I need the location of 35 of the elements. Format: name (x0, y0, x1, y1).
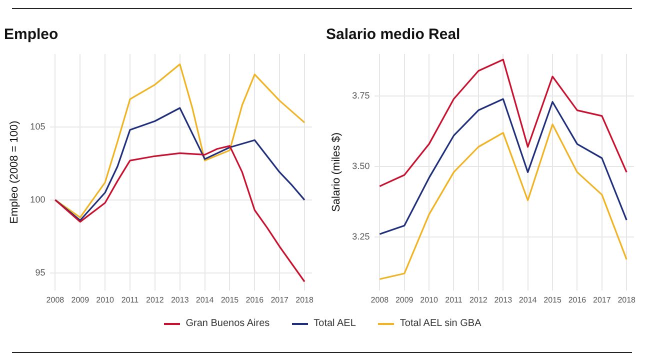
legend-label: Total AEL sin GBA (400, 318, 482, 329)
x-tick-label: 2013 (494, 295, 513, 304)
y-tick-label: 100 (30, 194, 46, 204)
x-tick-label: 2008 (46, 295, 65, 304)
x-tick-label: 2009 (395, 295, 414, 304)
x-tick-label: 2016 (568, 295, 587, 304)
y-tick-label: 3.50 (352, 161, 370, 172)
y-axis-title: Empleo (2008 = 100) (8, 120, 21, 224)
x-tick-label: 2018 (296, 295, 314, 304)
x-tick-label: 2010 (420, 295, 438, 304)
legend-label: Gran Buenos Aires (186, 318, 270, 329)
x-tick-label: 2015 (544, 295, 562, 304)
y-tick-label: 3.75 (352, 90, 370, 101)
legend-label: Total AEL (314, 318, 356, 329)
chart-title: Salario medio Real (326, 26, 460, 44)
x-tick-label: 2014 (518, 295, 538, 304)
x-tick-label: 2016 (246, 295, 264, 304)
y-tick-label: 3.25 (352, 231, 370, 242)
x-tick-label: 2015 (220, 295, 240, 304)
x-tick-label: 2008 (370, 295, 390, 304)
x-tick-label: 2012 (146, 295, 164, 304)
x-tick-label: 2018 (618, 295, 636, 304)
x-tick-label: 2009 (71, 295, 90, 304)
y-tick-label: 105 (30, 121, 46, 132)
y-axis-title: Salario (miles $) (330, 132, 343, 212)
x-tick-label: 2017 (270, 295, 290, 304)
x-tick-label: 2011 (121, 295, 140, 304)
x-tick-label: 2010 (96, 295, 115, 304)
x-tick-label: 2017 (593, 295, 612, 304)
x-tick-label: 2012 (470, 295, 488, 304)
chart-title: Empleo (4, 26, 58, 44)
y-tick-label: 95 (35, 267, 46, 278)
x-tick-label: 2011 (445, 295, 463, 304)
x-tick-label: 2014 (196, 295, 214, 304)
x-tick-label: 2013 (170, 295, 190, 304)
